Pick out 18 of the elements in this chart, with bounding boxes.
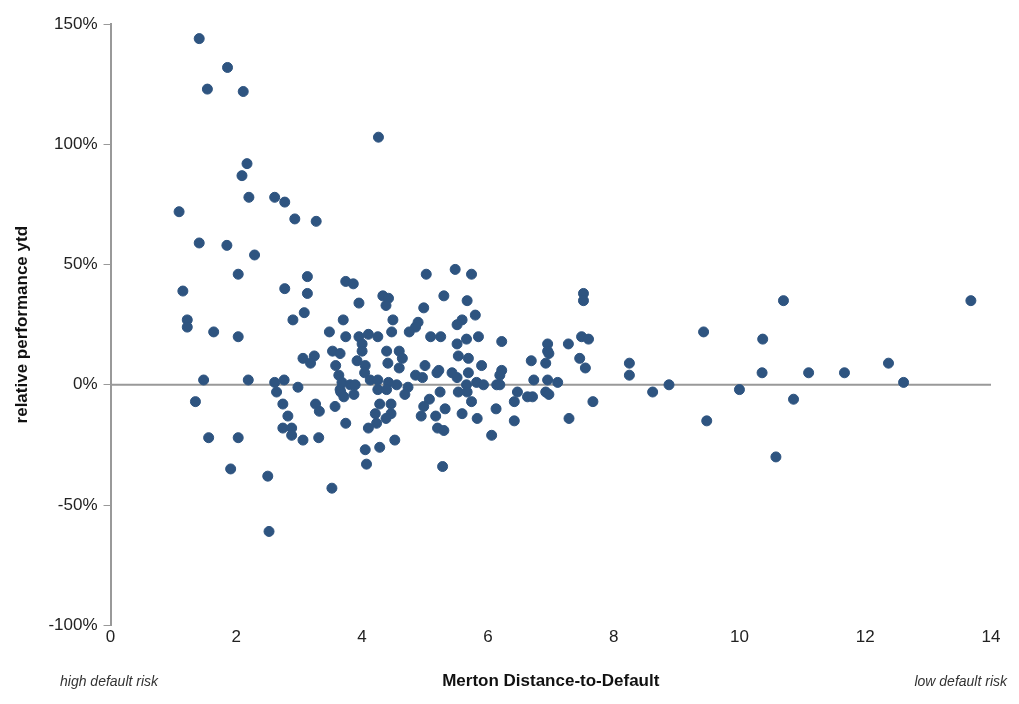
x-tick-label: 4: [357, 627, 367, 647]
y-tick-label: 50%: [63, 254, 98, 274]
x-tick-label: 12: [855, 627, 875, 647]
x-tick-label: 10: [729, 627, 749, 647]
y-tick-label: -100%: [48, 614, 98, 634]
x-tick-label: 0: [105, 627, 116, 647]
y-tick-label: 0%: [72, 374, 98, 394]
text: high default risk: [60, 672, 160, 689]
x-tick-label: 14: [981, 627, 1001, 647]
x-tick-label: 8: [608, 627, 619, 647]
y-tick-label: -50%: [57, 494, 98, 514]
text: low default risk: [914, 672, 1008, 689]
x-tick-label: 2: [231, 627, 242, 647]
y-tick-label: 100%: [54, 134, 98, 154]
x-tick-label: 6: [483, 627, 493, 647]
x-axis-title: Merton Distance-to-Default: [442, 671, 660, 691]
y-axis-title: relative performance ytd: [11, 225, 31, 424]
y-tick-label: 150%: [54, 13, 98, 33]
